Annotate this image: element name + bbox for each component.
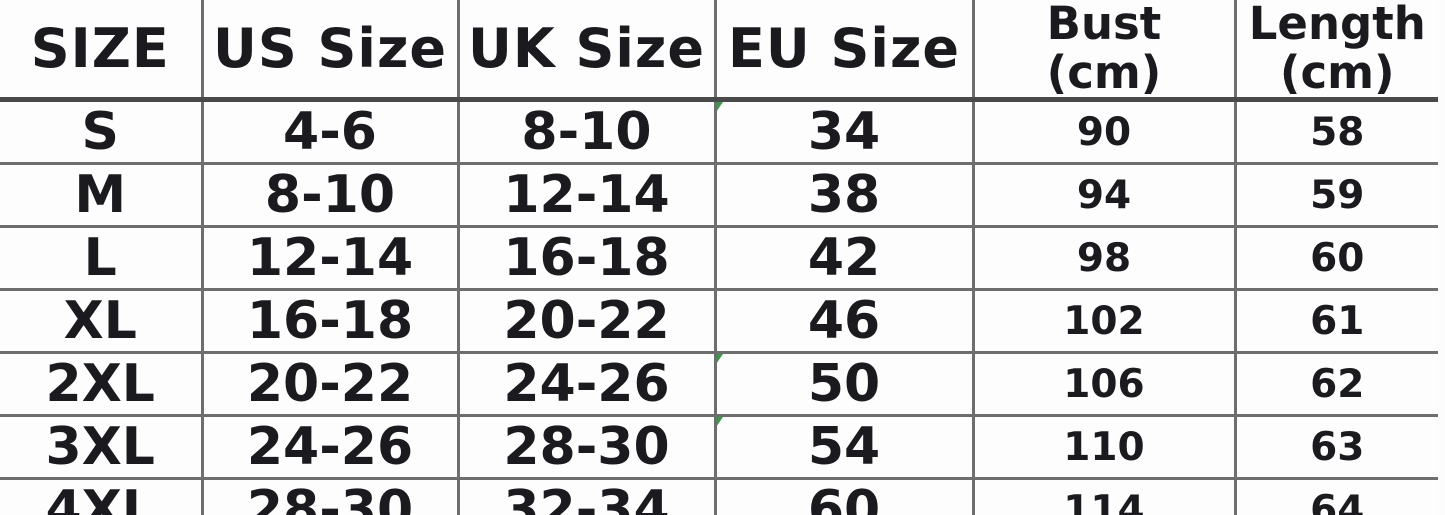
cell-length: 59	[1233, 162, 1438, 229]
cell-eu-size-value: 54	[807, 417, 881, 478]
column-header-size: SIZE	[0, 0, 204, 103]
cell-eu-size: 38	[713, 162, 975, 229]
cell-length: 64	[1233, 477, 1438, 515]
cell-uk-size: 16-18	[456, 225, 717, 292]
cell-us-size: 20-22	[200, 351, 460, 418]
column-header-length-unit: (cm)	[1279, 45, 1395, 99]
cell-eu-size: 50	[713, 351, 975, 418]
green-corner-marker-icon	[718, 102, 724, 114]
cell-bust: 110	[971, 414, 1237, 481]
cell-uk-size: 8-10	[456, 98, 717, 166]
table-row-m: M 8-10 12-14 38 94 59	[0, 162, 1438, 229]
table-row-xl: XL 16-18 20-22 46 102 61	[0, 288, 1438, 355]
green-corner-marker-icon	[718, 418, 724, 429]
cell-us-size: 12-14	[200, 225, 460, 292]
cell-size: S	[0, 98, 204, 166]
cell-size: 3XL	[0, 414, 204, 481]
cell-length: 58	[1233, 98, 1438, 166]
column-header-length-label: Length	[1248, 0, 1426, 50]
cell-uk-size: 32-34	[456, 477, 717, 515]
cell-us-size: 28-30	[200, 477, 460, 515]
cell-eu-size: 34	[713, 98, 975, 166]
cell-length: 62	[1233, 351, 1438, 418]
cell-length: 61	[1233, 288, 1438, 355]
cell-bust: 98	[971, 225, 1237, 292]
green-corner-marker-icon	[718, 355, 724, 366]
table-row-l: L 12-14 16-18 42 98 60	[0, 225, 1438, 292]
cell-us-size: 8-10	[200, 162, 460, 229]
column-header-length: Length (cm)	[1233, 0, 1438, 103]
column-header-us-size: US Size	[200, 0, 460, 103]
column-header-bust: Bust (cm)	[971, 0, 1237, 103]
cell-eu-size: 54	[713, 414, 975, 481]
cell-bust: 102	[971, 288, 1237, 355]
cell-eu-size-value: 34	[807, 102, 881, 163]
cell-eu-size-value: 50	[807, 354, 881, 415]
cell-us-size: 16-18	[200, 288, 460, 355]
cell-size: M	[0, 162, 204, 229]
column-header-bust-label: Bust	[1046, 0, 1162, 50]
cell-uk-size: 12-14	[456, 162, 717, 229]
cell-bust: 106	[971, 351, 1237, 418]
cell-length: 63	[1233, 414, 1438, 481]
header-row: SIZE US Size UK Size EU Size Bust (cm) Le…	[0, 0, 1438, 103]
cell-uk-size: 24-26	[456, 351, 717, 418]
column-header-bust-unit: (cm)	[1046, 45, 1162, 99]
cell-us-size: 24-26	[200, 414, 460, 481]
table-row-4xl: 4XL 28-30 32-34 60 114 64	[0, 477, 1438, 515]
cell-size: XL	[0, 288, 204, 355]
table-row-s: S 4-6 8-10 34 90 58	[0, 98, 1438, 166]
cell-bust: 94	[971, 162, 1237, 229]
table-row-3xl: 3XL 24-26 28-30 54 110 63	[0, 414, 1438, 481]
column-header-uk-size: UK Size	[456, 0, 717, 103]
cell-eu-size: 60	[713, 477, 975, 515]
table-row-2xl: 2XL 20-22 24-26 50 106 62	[0, 351, 1438, 418]
column-header-eu-size: EU Size	[713, 0, 975, 103]
cell-uk-size: 28-30	[456, 414, 717, 481]
cell-eu-size: 42	[713, 225, 975, 292]
cell-uk-size: 20-22	[456, 288, 717, 355]
cell-eu-size: 46	[713, 288, 975, 355]
cell-size: 4XL	[0, 477, 204, 515]
cell-size: 2XL	[0, 351, 204, 418]
cell-us-size: 4-6	[200, 98, 460, 166]
cell-length: 60	[1233, 225, 1438, 292]
cell-bust: 114	[971, 477, 1237, 515]
cell-size: L	[0, 225, 204, 292]
cell-bust: 90	[971, 98, 1237, 166]
